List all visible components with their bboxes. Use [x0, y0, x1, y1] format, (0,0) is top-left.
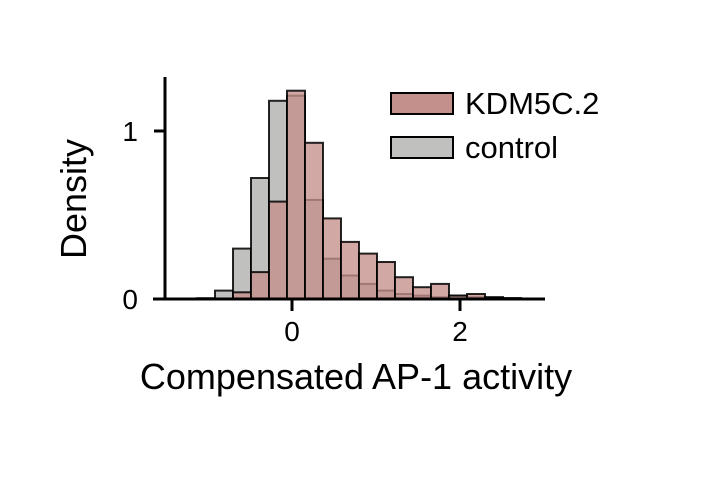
histogram-bar-kdm5c2: [304, 141, 324, 300]
y-axis-label: Density: [53, 139, 94, 259]
histogram-bar-kdm5c2: [268, 200, 288, 301]
histogram-bar-kdm5c2: [412, 286, 432, 301]
histogram-bar-kdm5c2: [322, 217, 342, 300]
legend-label-control: control: [465, 130, 558, 165]
histogram-bar-kdm5c2: [250, 271, 270, 301]
histogram-bar-kdm5c2: [376, 261, 396, 300]
legend-label-kdm5c2: KDM5C.2: [465, 86, 599, 121]
legend: KDM5C.2 control: [390, 86, 599, 165]
y-tick-label: 0: [122, 284, 138, 315]
x-axis-label: Compensated AP-1 activity: [140, 356, 572, 397]
y-ticks: 01: [122, 116, 165, 315]
x-tick-label: 2: [452, 316, 468, 347]
histogram-bar-kdm5c2: [430, 282, 450, 300]
x-tick-label: 0: [284, 316, 300, 347]
legend-swatch-kdm5c2: [390, 92, 454, 115]
legend-swatch-control: [390, 136, 454, 159]
y-tick-label: 1: [122, 116, 138, 147]
histogram-bar-kdm5c2: [340, 240, 360, 300]
histogram-bar-kdm5c2: [286, 89, 306, 300]
histogram-bar-kdm5c2: [358, 252, 378, 301]
histogram-bar-kdm5c2: [394, 276, 414, 301]
